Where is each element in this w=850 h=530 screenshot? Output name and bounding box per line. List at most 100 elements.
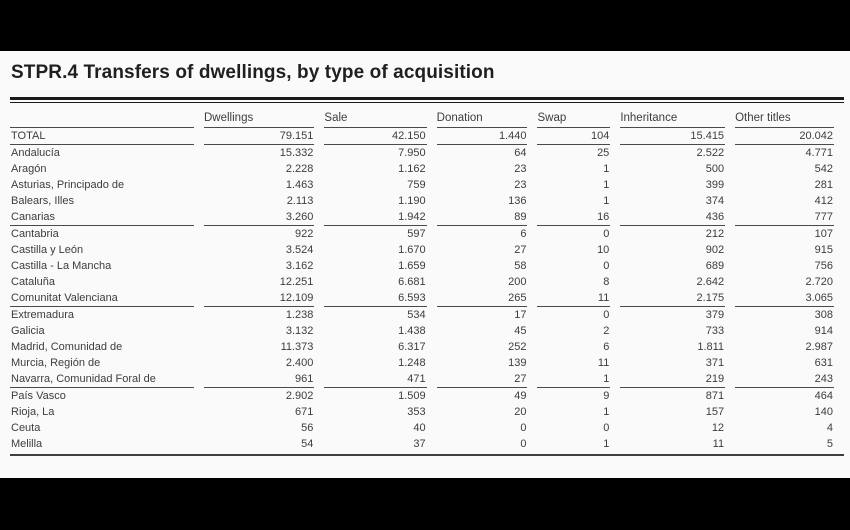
cell-value: 7.950	[398, 147, 426, 159]
letterbox-bottom	[0, 478, 850, 530]
row-label: Ceuta	[11, 422, 41, 434]
row-label: Navarra, Comunidad Foral de	[10, 371, 194, 388]
cell-value: 689	[705, 260, 725, 272]
cell-value: 1.942	[324, 209, 427, 226]
cell-value: 0	[603, 228, 610, 240]
cell-value: 379	[705, 309, 725, 321]
cell-value: 2.642	[696, 276, 725, 288]
cell-value: 27	[514, 244, 527, 256]
cell-value: 37	[413, 438, 426, 450]
table-row: Cataluña 12.251 6.681 200 8 2.642 2.720	[10, 274, 834, 290]
column-header: Swap	[537, 104, 611, 128]
cell-value: 6.317	[398, 341, 426, 353]
cell-value: 252	[508, 341, 527, 353]
cell-value: 308	[814, 309, 833, 321]
cell-value: 2.902	[285, 390, 314, 402]
cell-value: 374	[705, 195, 725, 207]
cell-value: 212	[705, 228, 725, 240]
column-header-row: Dwellings Sale Donation Swap Inheritance…	[10, 104, 834, 128]
cell-value: 3.524	[285, 244, 314, 256]
cell-value: 1.440	[436, 128, 528, 145]
cell-value: 631	[814, 357, 833, 369]
transfers-table: Dwellings Sale Donation Swap Inheritance…	[0, 104, 844, 452]
row-label: Rioja, La	[11, 406, 55, 418]
total-row: TOTAL 79.151 42.150 1.440 104 15.415 20.…	[10, 128, 834, 145]
cell-value: 436	[620, 209, 726, 226]
table-row: Balears, Illes 2.113 1.190 136 1 374 412	[10, 193, 834, 209]
row-label: Galicia	[11, 325, 45, 337]
cell-value: 471	[324, 371, 427, 388]
cell-value: 2.400	[285, 357, 314, 369]
cell-value: 12.251	[279, 276, 314, 288]
cell-value: 1.811	[697, 341, 725, 353]
cell-value: 412	[814, 195, 833, 207]
cell-value: 45	[514, 325, 527, 337]
cell-value: 140	[814, 406, 833, 418]
column-header: Dwellings	[204, 104, 315, 128]
cell-value: 1.659	[398, 260, 426, 272]
cell-value: 399	[705, 179, 725, 191]
table-row: Asturias, Principado de 1.463 759 23 1 3…	[10, 177, 834, 193]
column-header: Other titles	[735, 104, 834, 128]
cell-value: 542	[814, 163, 833, 175]
cell-value: 1	[603, 438, 610, 450]
cell-value: 777	[735, 209, 834, 226]
cell-value: 1.670	[398, 244, 426, 256]
cell-value: 871	[705, 390, 725, 402]
cell-value: 671	[295, 406, 314, 418]
statistical-table-frame: Dwellings Sale Donation Swap Inheritance…	[10, 97, 844, 456]
cell-value: 2.522	[696, 147, 725, 159]
row-label: País Vasco	[11, 390, 66, 402]
cell-value: 4	[826, 422, 833, 434]
column-header: Donation	[436, 104, 528, 128]
cell-value: 1.438	[398, 325, 426, 337]
table-row: Extremadura 1.238 534 17 0 379 308	[10, 307, 834, 323]
cell-value: 15.332	[279, 147, 314, 159]
cell-value: 1.248	[398, 357, 426, 369]
cell-value: 16	[537, 209, 611, 226]
cell-value: 200	[508, 276, 527, 288]
cell-value: 915	[814, 244, 833, 256]
row-label: Balears, Illes	[11, 195, 74, 207]
cell-value: 20	[514, 406, 527, 418]
cell-value: 914	[814, 325, 833, 337]
cell-value: 107	[814, 228, 833, 240]
cell-value: 1	[603, 195, 610, 207]
page-title: STPR.4 Transfers of dwellings, by type o…	[11, 62, 495, 83]
cell-value: 500	[705, 163, 725, 175]
row-label: Aragón	[11, 163, 47, 175]
cell-value: 136	[508, 195, 527, 207]
cell-value: 15.415	[620, 128, 726, 145]
region-column-header	[10, 104, 194, 128]
row-label: Extremadura	[11, 309, 74, 321]
cell-value: 0	[520, 438, 527, 450]
cell-value: 40	[413, 422, 426, 434]
table-row: Galicia 3.132 1.438 45 2 733 914	[10, 323, 834, 339]
cell-value: 1	[603, 179, 610, 191]
table-row: Rioja, La 671 353 20 1 157 140	[10, 404, 834, 420]
cell-value: 353	[407, 406, 426, 418]
table-row: Aragón 2.228 1.162 23 1 500 542	[10, 161, 834, 177]
cell-value: 11.373	[280, 341, 314, 353]
cell-value: 12.109	[204, 290, 315, 307]
cell-value: 733	[705, 325, 725, 337]
cell-value: 1	[537, 371, 611, 388]
cell-value: 219	[620, 371, 726, 388]
cell-value: 265	[436, 290, 528, 307]
table-row: Cantabria 922 597 6 0 212 107	[10, 226, 834, 242]
cell-value: 58	[514, 260, 527, 272]
cell-value: 0	[603, 422, 610, 434]
row-label: Castilla - La Mancha	[11, 260, 112, 272]
cell-value: 17	[514, 309, 527, 321]
cell-value: 56	[301, 422, 314, 434]
cell-value: 6	[603, 341, 610, 353]
cell-value: 922	[295, 228, 314, 240]
cell-value: 534	[407, 309, 426, 321]
row-label: Canarias	[10, 209, 194, 226]
column-header: Sale	[324, 104, 427, 128]
cell-value: 2.113	[286, 195, 314, 207]
cell-value: 89	[436, 209, 528, 226]
cell-value: 10	[597, 244, 610, 256]
table-row: Andalucía 15.332 7.950 64 25 2.522 4.771	[10, 145, 834, 161]
